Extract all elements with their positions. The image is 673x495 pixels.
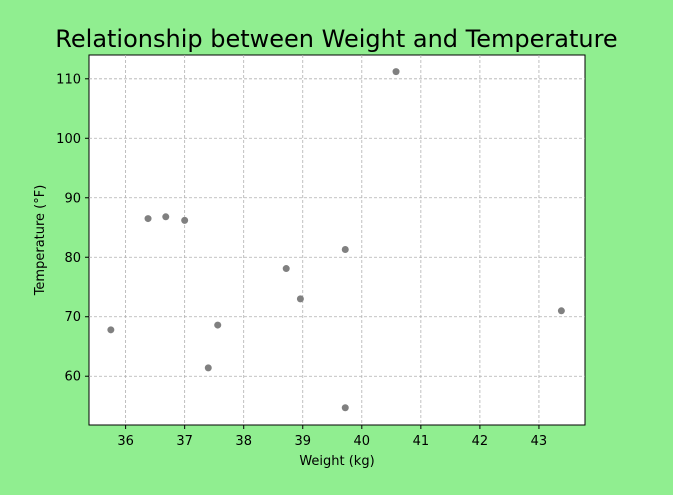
data-point	[296, 295, 304, 303]
y-axis-label: Temperature (°F)	[33, 185, 48, 297]
data-point	[181, 216, 189, 224]
data-point	[557, 307, 565, 315]
x-tick-label: 42	[472, 434, 489, 449]
y-tick-label: 110	[56, 72, 81, 87]
y-tick-label: 70	[64, 310, 81, 325]
plot-area	[88, 54, 586, 426]
data-point	[282, 265, 290, 273]
data-points	[107, 68, 565, 412]
data-point	[107, 326, 115, 334]
x-tick-label: 36	[117, 434, 134, 449]
x-tick-label: 37	[176, 434, 193, 449]
y-tick-label: 100	[56, 132, 81, 147]
chart-title: Relationship between Weight and Temperat…	[55, 25, 617, 53]
x-tick-label: 41	[413, 434, 430, 449]
data-point	[341, 246, 349, 254]
data-point	[144, 215, 152, 223]
x-tick-label: 40	[354, 434, 371, 449]
data-point	[162, 213, 170, 221]
data-point	[204, 364, 212, 372]
data-point	[392, 68, 400, 76]
axis-ticks: 36 37 38 39 40 41 42 43 60 70 80 90 100 110	[56, 72, 547, 449]
data-point	[214, 321, 222, 329]
y-tick-label: 60	[64, 370, 81, 385]
x-axis-label: Weight (kg)	[299, 454, 374, 469]
grid-lines	[89, 55, 585, 425]
x-tick-label: 38	[235, 434, 252, 449]
x-tick-label: 39	[294, 434, 311, 449]
y-tick-label: 90	[64, 191, 81, 206]
data-point	[341, 404, 349, 412]
x-tick-label: 43	[531, 434, 548, 449]
y-tick-label: 80	[64, 251, 81, 266]
